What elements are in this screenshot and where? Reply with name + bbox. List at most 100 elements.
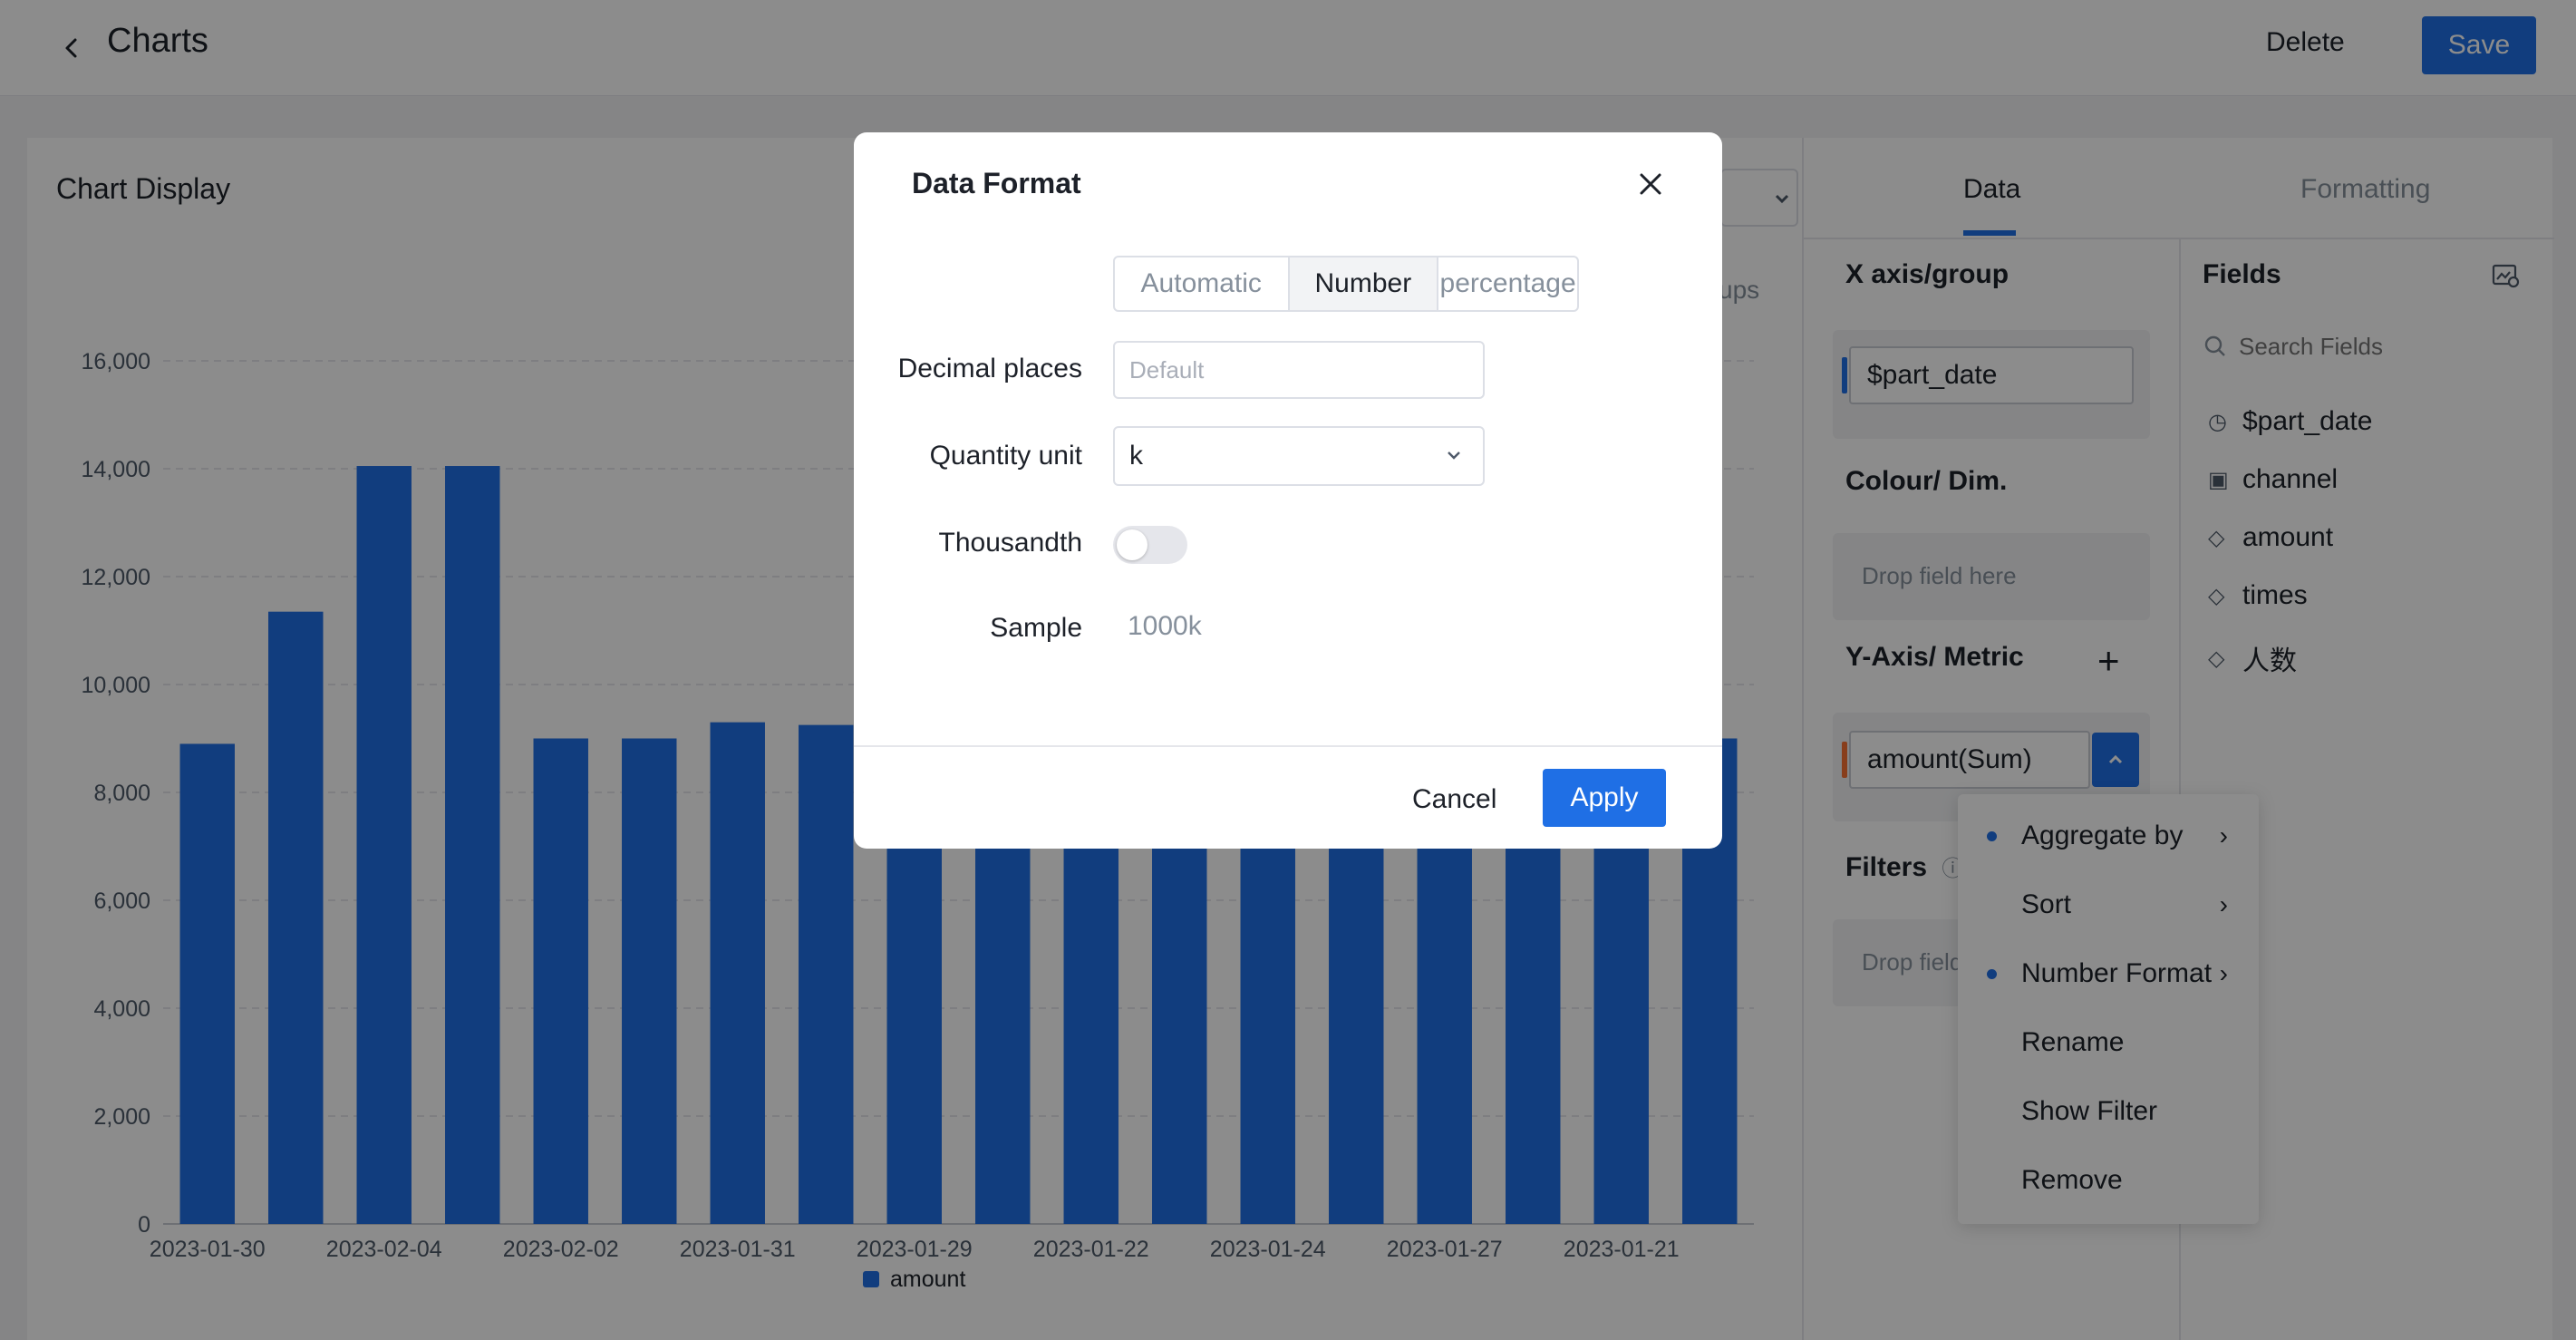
tab-data[interactable]: Data: [1963, 174, 2021, 204]
x-tick-label: 2023-01-27: [1387, 1237, 1503, 1262]
field-label: channel: [2242, 464, 2339, 494]
field-label: amount: [2242, 522, 2334, 552]
chevron-right-icon: ›: [2219, 959, 2228, 987]
apply-button[interactable]: Apply: [1543, 769, 1666, 827]
colour-dropzone[interactable]: Drop field here: [1833, 533, 2150, 620]
menu-item-label: Rename: [2021, 1027, 2125, 1057]
y-tick-label: 10,000: [82, 673, 150, 698]
menu-item-aggregate-by[interactable]: Aggregate by ›: [1958, 803, 2259, 869]
back-arrow-icon[interactable]: [51, 27, 92, 69]
legend-label: amount: [890, 1267, 965, 1292]
x-tick-label: 2023-01-30: [150, 1237, 266, 1262]
bar: [179, 743, 235, 1224]
drop-hint: Drop field: [1862, 948, 1963, 976]
selected-dot-icon: [1987, 831, 1997, 841]
colour-dim-label: Colour/ Dim.: [1845, 466, 2008, 496]
y-tick-label: 16,000: [82, 349, 150, 374]
y-tick-label: 4,000: [93, 996, 150, 1022]
chevron-right-icon: ›: [2219, 821, 2228, 850]
number-field-icon: ◇: [2208, 525, 2225, 550]
add-metric-icon[interactable]: +: [2097, 639, 2120, 682]
chevron-up-icon[interactable]: [2092, 733, 2139, 787]
quantity-unit-label: Quantity unit: [929, 441, 1082, 471]
field-item[interactable]: ◷ $part_date: [2208, 406, 2372, 437]
groups-label: ups: [1719, 276, 1760, 304]
legend-swatch: [863, 1271, 879, 1287]
field-item[interactable]: ◇ amount: [2208, 522, 2333, 553]
field-item[interactable]: ▣ channel: [2208, 464, 2338, 495]
menu-item-rename[interactable]: Rename: [1958, 1010, 2259, 1075]
y-axis-label: Y-Axis/ Metric: [1845, 642, 2024, 672]
bar: [533, 738, 588, 1224]
x-tick-label: 2023-01-24: [1210, 1237, 1326, 1262]
format-type-segmented-control: Automatic Number percentage: [1113, 256, 1579, 312]
selected-dot-icon: [1987, 969, 1997, 979]
x-tick-label: 2023-01-29: [857, 1237, 973, 1262]
close-icon[interactable]: [1630, 163, 1671, 205]
divider: [854, 745, 1722, 747]
bar: [356, 466, 412, 1224]
quantity-unit-value: k: [1129, 441, 1143, 471]
clock-icon: ◷: [2208, 409, 2227, 434]
field-label: $part_date: [2242, 406, 2373, 436]
text-field-icon: ▣: [2208, 467, 2229, 492]
chart-settings-icon[interactable]: [2491, 261, 2520, 297]
bar: [799, 724, 854, 1224]
pill-indicator: [1842, 357, 1847, 393]
decimal-places-input[interactable]: [1113, 341, 1485, 399]
divider: [1804, 238, 2554, 239]
y-tick-label: 8,000: [93, 781, 150, 806]
format-option-percentage[interactable]: percentage: [1439, 268, 1576, 298]
chevron-right-icon: ›: [2219, 890, 2228, 918]
search-fields-input[interactable]: [2237, 328, 2527, 364]
cancel-button[interactable]: Cancel: [1407, 783, 1502, 816]
number-field-icon: ◇: [2208, 646, 2225, 671]
thousandth-toggle[interactable]: [1113, 526, 1187, 564]
bar: [622, 738, 677, 1224]
field-item[interactable]: ◇ times: [2208, 580, 2308, 611]
x-axis-field-pill[interactable]: $part_date: [1842, 346, 2134, 404]
pill-indicator: [1842, 742, 1847, 778]
decimal-places-label: Decimal places: [897, 354, 1082, 384]
x-tick-label: 2023-02-02: [503, 1237, 619, 1262]
data-format-dialog: Data Format Automatic Number percentage …: [854, 132, 1722, 849]
x-axis-field-label: $part_date: [1867, 360, 1998, 390]
top-bar: Charts Delete Save: [0, 0, 2576, 96]
x-tick-label: 2023-01-21: [1564, 1237, 1680, 1262]
format-option-automatic[interactable]: Automatic: [1115, 257, 1290, 310]
active-tab-indicator: [1963, 230, 2016, 236]
field-label: times: [2242, 580, 2308, 610]
number-field-icon: ◇: [2208, 583, 2225, 608]
save-button[interactable]: Save: [2422, 16, 2536, 74]
bar: [710, 722, 765, 1224]
filters-label-text: Filters: [1845, 852, 1928, 882]
x-tick-label: 2023-01-22: [1033, 1237, 1149, 1262]
search-icon: [2203, 334, 2228, 365]
divider: [2179, 239, 2181, 1340]
chevron-down-icon: [1448, 452, 1460, 460]
chart-title: Chart Display: [56, 172, 231, 205]
format-option-number[interactable]: Number: [1289, 257, 1439, 310]
menu-item-remove[interactable]: Remove: [1958, 1148, 2259, 1213]
y-axis-field-label: amount(Sum): [1867, 744, 2032, 774]
menu-item-number-format[interactable]: Number Format ›: [1958, 941, 2259, 1006]
quantity-unit-select[interactable]: k: [1113, 426, 1485, 486]
filters-label: Filters ⓘ: [1845, 850, 1963, 883]
menu-item-show-filter[interactable]: Show Filter: [1958, 1079, 2259, 1144]
x-axis-dropzone[interactable]: $part_date: [1833, 330, 2150, 439]
tab-formatting[interactable]: Formatting: [2300, 174, 2431, 204]
y-axis-field-pill[interactable]: amount(Sum): [1842, 731, 2090, 789]
bar: [445, 466, 500, 1224]
x-tick-label: 2023-02-04: [326, 1237, 442, 1262]
delete-button[interactable]: Delete: [2266, 27, 2345, 57]
menu-item-label: Number Format: [2021, 958, 2213, 988]
x-tick-label: 2023-01-31: [680, 1237, 796, 1262]
y-tick-label: 12,000: [82, 565, 150, 590]
toggle-knob: [1117, 529, 1148, 560]
field-context-menu: Aggregate by › Sort › Number Format › Re…: [1958, 794, 2259, 1224]
y-tick-label: 2,000: [93, 1104, 150, 1130]
field-item[interactable]: ◇ 人数: [2208, 638, 2297, 678]
menu-item-label: Show Filter: [2021, 1096, 2158, 1126]
menu-item-sort[interactable]: Sort ›: [1958, 872, 2259, 937]
menu-item-label: Remove: [2021, 1165, 2123, 1195]
